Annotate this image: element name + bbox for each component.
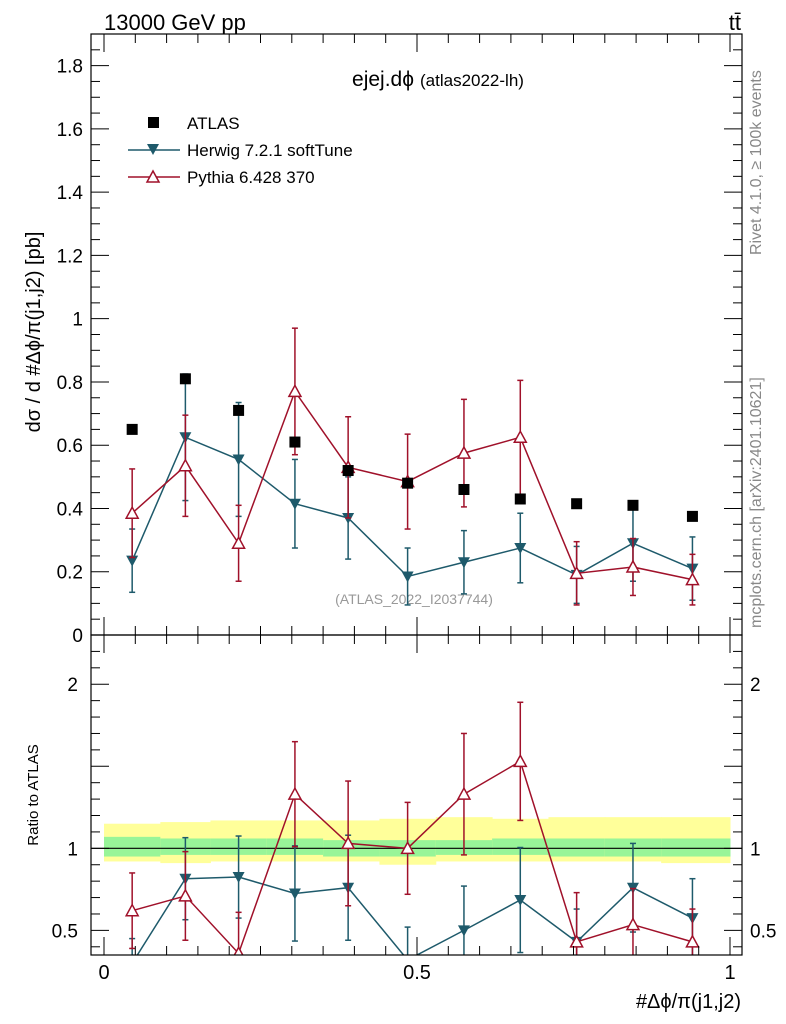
mcplots-label: mcplots.cern.ch [arXiv:2401.10621] (748, 377, 765, 628)
atlas-data-point (571, 498, 583, 510)
ratio-y-tick-label-right: 0.5 (750, 921, 776, 942)
legend-pythia-label: Pythia 6.428 370 (187, 168, 315, 187)
pythia-ratio-point (400, 840, 415, 855)
legend-herwig-label: Herwig 7.2.1 softTune (187, 141, 353, 160)
plot-subtitle: (atlas2022-lh) (420, 71, 524, 90)
pythia-point (178, 458, 193, 472)
pythia-point (625, 559, 641, 573)
pythia-point (124, 505, 140, 519)
pythia-point (685, 572, 700, 586)
band-inner-segment (492, 838, 549, 855)
ratio-y-tick-label-right: 1 (750, 839, 761, 860)
pythia-ratio-point (233, 945, 244, 955)
header-collision-label: 13000 GeV pp (104, 10, 246, 35)
herwig-point (514, 543, 527, 555)
x-tick-label: 0.5 (403, 962, 431, 984)
herwig-point (401, 571, 414, 583)
main-y-tick-label: 1 (72, 310, 83, 331)
ratio-y-tick-label-left: 1 (67, 839, 78, 860)
analysis-watermark: (ATLAS_2022_I2037744) (335, 591, 493, 607)
atlas-data-point (458, 483, 470, 495)
rivet-version-label: Rivet 4.1.0, ≥ 100k events (748, 70, 765, 255)
ratio-y-tick-label-left: 0.5 (52, 921, 78, 942)
band-inner-segment (661, 838, 731, 857)
main-y-tick-label: 1.4 (57, 183, 84, 204)
herwig-ratio-point (288, 888, 301, 900)
herwig-point (232, 454, 245, 466)
legend-pythia-marker (145, 169, 161, 183)
ratio-y-axis-title: Ratio to ATLAS (25, 744, 42, 845)
pythia-ratio-point (178, 888, 193, 902)
herwig-ratio-point (126, 958, 138, 969)
atlas-data-point (402, 477, 414, 489)
legend-atlas-label: ATLAS (187, 114, 240, 133)
pythia-point (456, 445, 472, 459)
legend: ATLAS Herwig 7.2.1 softTune Pythia 6.428… (128, 114, 353, 187)
herwig-ratio-point (514, 895, 527, 907)
main-y-tick-label: 0.4 (57, 499, 84, 520)
herwig-ratio-line (136, 876, 693, 955)
atlas-data-point (627, 499, 639, 511)
pythia-ratio-point (340, 835, 356, 850)
atlas-data-point (514, 493, 526, 505)
pythia-ratio-point (513, 753, 528, 768)
pythia-ratio-point (124, 903, 140, 917)
atlas-data-point (289, 436, 301, 448)
main-y-tick-label: 1.6 (57, 120, 83, 141)
atlas-data-point (179, 373, 191, 385)
atlas-data-point (686, 510, 698, 522)
atlas-data-point (233, 404, 245, 416)
pythia-ratio-point (625, 917, 641, 931)
main-y-tick-label: 1.2 (57, 246, 83, 267)
pythia-point (569, 565, 584, 580)
ratio-panel-frame (90, 634, 743, 956)
main-y-tick-label: 0.8 (57, 373, 83, 394)
band-inner-segment (104, 836, 161, 857)
atlas-data-point (342, 465, 354, 477)
ratio-y-tick-label-right: 2 (750, 675, 761, 696)
x-axis-title: #Δϕ/π(j1,j2) (636, 991, 741, 1013)
main-y-tick-label: 0.2 (57, 563, 83, 584)
ratio-uncertainty-bands (91, 817, 742, 865)
ratio-panel-data (124, 701, 700, 969)
atlas-data-point (126, 423, 138, 435)
pythia-ratio-point (685, 934, 700, 948)
legend-atlas-marker (148, 117, 159, 128)
main-y-axis-title: dσ / d #Δϕ/π(j1,j2) [pb] (23, 232, 45, 433)
main-y-tick-label: 0.6 (57, 436, 83, 457)
herwig-ratio-point (232, 872, 245, 884)
pythia-point (287, 383, 303, 398)
main-y-tick-label: 0 (72, 626, 83, 647)
pythia-point (513, 429, 528, 444)
pythia-point (231, 535, 246, 550)
pythia-ratio-point (456, 786, 472, 800)
axes: 0 0.2 0.4 0.6 0.8 1 1.2 1.4 1.6 1.8 0.5 0.5 1 1 2 2 0 0.5… (52, 33, 776, 984)
header-process-label: tt̄ (729, 10, 741, 35)
legend-herwig-marker (147, 144, 159, 155)
plot-title: ejej.dϕ (352, 68, 414, 91)
herwig-line (131, 436, 693, 578)
herwig-point (288, 498, 301, 510)
band-inner-segment (548, 838, 606, 857)
pythia-ratio-point (569, 934, 584, 948)
pythia-ratio-point (287, 786, 303, 800)
main-y-tick-label: 1.8 (57, 57, 83, 78)
herwig-ratio-point (457, 925, 470, 937)
ratio-y-tick-label-left: 2 (67, 675, 78, 696)
herwig-point (457, 557, 470, 569)
main-panel-data (124, 327, 700, 606)
x-tick-label: 1 (724, 962, 735, 984)
herwig-point (126, 555, 139, 567)
x-tick-label: 0 (98, 962, 109, 984)
